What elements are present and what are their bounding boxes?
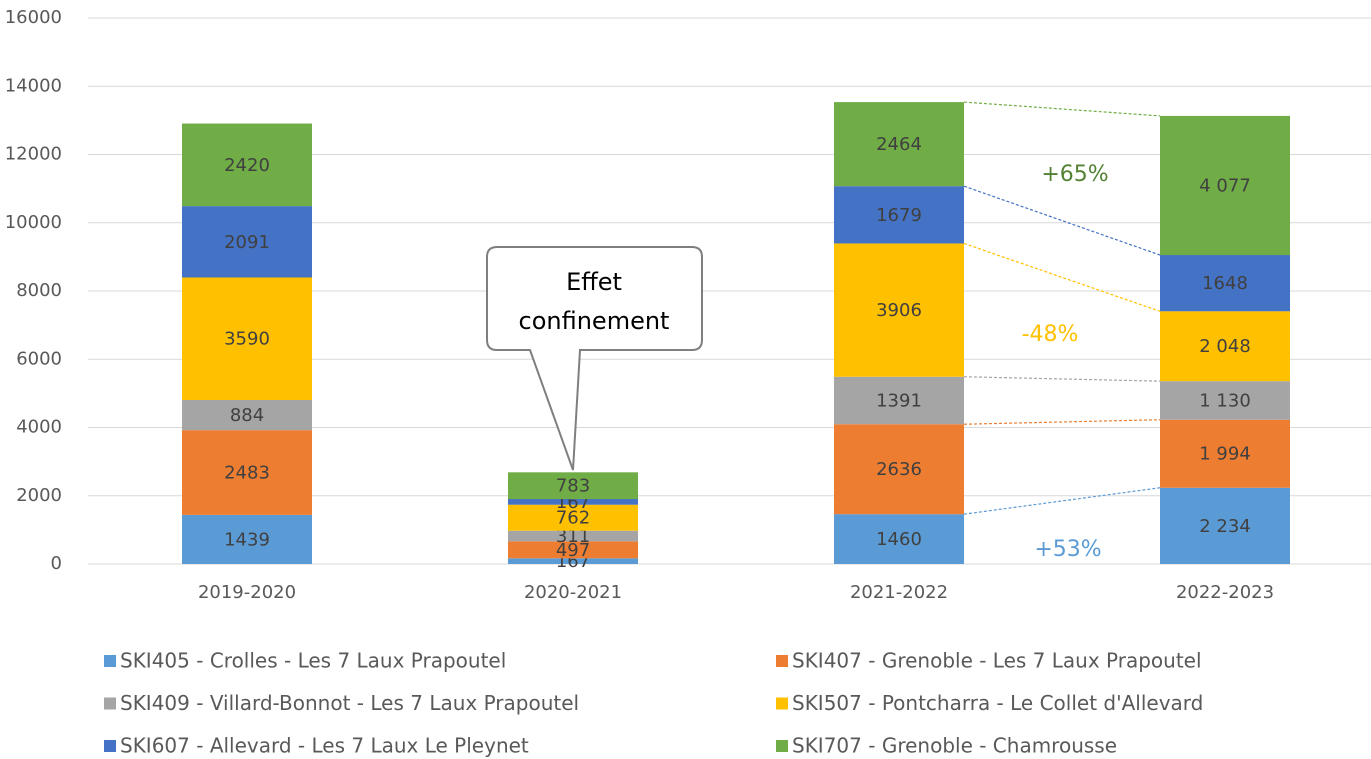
legend-swatch <box>776 655 788 667</box>
data-label: 762 <box>556 508 590 529</box>
bar-segment <box>1160 115 1290 256</box>
connector <box>963 242 1161 312</box>
bar-segment <box>182 206 312 278</box>
data-label: 2483 <box>224 463 270 484</box>
bar-segment <box>508 499 638 505</box>
y-tick-label: 16000 <box>5 7 62 28</box>
connector <box>963 419 1161 425</box>
bar-segment <box>182 514 312 564</box>
bar-segment <box>508 541 638 559</box>
bar-segment <box>182 399 312 431</box>
data-label: 1 994 <box>1199 444 1251 465</box>
legend-label: SKI405 - Crolles - Les 7 Laux Prapoutel <box>120 649 506 673</box>
data-label: 1648 <box>1202 273 1248 294</box>
data-label: 2464 <box>876 134 922 155</box>
y-tick-label: 14000 <box>5 75 62 96</box>
data-label: 1460 <box>876 529 922 550</box>
bar-segment <box>834 243 964 377</box>
x-tick-label: 2019-2020 <box>198 582 296 603</box>
bar-segment <box>182 430 312 515</box>
data-label: 2 048 <box>1199 336 1251 357</box>
callout-text: Effet <box>566 268 622 296</box>
data-label: 1439 <box>224 529 270 550</box>
x-tick-label: 2020-2021 <box>524 582 622 603</box>
bar-segment <box>834 424 964 515</box>
bar-segment <box>834 102 964 187</box>
bar-segment <box>508 472 638 500</box>
callout-box <box>486 246 703 471</box>
y-tick-label: 4000 <box>16 417 62 438</box>
data-label: 2 234 <box>1199 516 1251 537</box>
legend-swatch <box>776 740 788 752</box>
data-label: 2636 <box>876 459 922 480</box>
data-label: 3590 <box>224 329 270 350</box>
legend-label: SKI409 - Villard-Bonnot - Les 7 Laux Pra… <box>120 691 579 715</box>
annotation: +65% <box>1041 162 1108 187</box>
bar-segment <box>1160 381 1290 420</box>
bar-segment <box>1160 255 1290 312</box>
y-tick-label: 2000 <box>16 485 62 506</box>
data-label: 497 <box>556 540 590 561</box>
x-tick-label: 2022-2023 <box>1176 582 1274 603</box>
legend-swatch <box>104 655 116 667</box>
connector <box>963 101 1161 117</box>
legend-label: SKI707 - Grenoble - Chamrousse <box>792 734 1117 758</box>
bar-segment <box>182 123 312 207</box>
y-tick-label: 6000 <box>16 348 62 369</box>
bar-segment <box>508 530 638 542</box>
bar-segment <box>834 376 964 425</box>
legend-swatch <box>104 740 116 752</box>
data-label: 783 <box>556 476 590 497</box>
data-label: 311 <box>556 526 590 547</box>
legend-label: SKI407 - Grenoble - Les 7 Laux Prapoutel <box>792 649 1202 673</box>
bar-segment <box>834 186 964 244</box>
bar-segment <box>508 504 638 531</box>
bar-segment <box>1160 419 1290 488</box>
data-label: 3906 <box>876 300 922 321</box>
y-tick-label: 10000 <box>5 212 62 233</box>
bar-segment <box>182 277 312 400</box>
legend-label: SKI507 - Pontcharra - Le Collet d'Alleva… <box>792 691 1203 715</box>
annotation: -48% <box>1022 322 1079 347</box>
y-tick-label: 0 <box>51 553 62 574</box>
callout-text: confinement <box>519 307 670 335</box>
bar-segment <box>508 558 638 564</box>
x-tick-label: 2021-2022 <box>850 582 948 603</box>
connector <box>963 185 1161 256</box>
data-label: 1679 <box>876 205 922 226</box>
legend-swatch <box>104 697 116 710</box>
data-label: 884 <box>230 405 264 426</box>
data-label: 1 130 <box>1199 390 1251 411</box>
legend-label: SKI607 - Allevard - Les 7 Laux Le Pleyne… <box>120 734 529 758</box>
data-label: 1391 <box>876 390 922 411</box>
data-label: 2420 <box>224 155 270 176</box>
y-tick-label: 8000 <box>16 280 62 301</box>
y-tick-label: 12000 <box>5 144 62 165</box>
bar-segment <box>1160 487 1290 564</box>
data-label: 4 077 <box>1199 175 1251 196</box>
bar-segment <box>834 514 964 564</box>
legend-swatch <box>776 697 788 710</box>
connector <box>963 487 1161 515</box>
bar-segment <box>1160 311 1290 382</box>
annotation: +53% <box>1034 537 1101 562</box>
connector <box>963 376 1161 382</box>
data-label: 2091 <box>224 232 270 253</box>
